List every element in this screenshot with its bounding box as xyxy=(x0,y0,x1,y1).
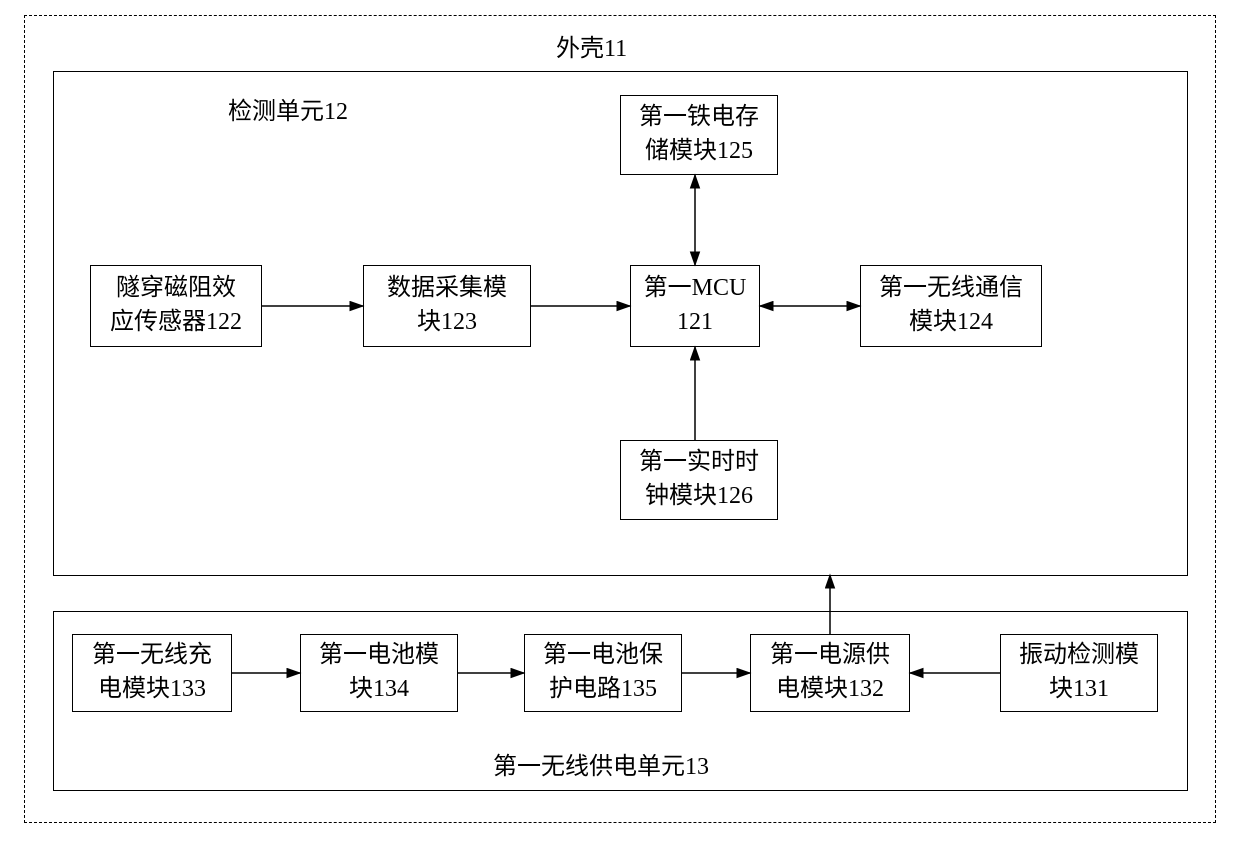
node-wireless-charge-133: 第一无线充电模块133 xyxy=(72,634,232,712)
node-rtc-126: 第一实时时钟模块126 xyxy=(620,440,778,520)
node-label: 第一电池模块134 xyxy=(319,639,439,706)
node-vibration-131: 振动检测模块131 xyxy=(1000,634,1158,712)
node-label: 第一电源供电模块132 xyxy=(770,639,890,706)
node-label: 第一铁电存储模块125 xyxy=(639,101,759,168)
node-label: 第一无线充电模块133 xyxy=(92,639,212,706)
node-sensor-122: 隧穿磁阻效应传感器122 xyxy=(90,265,262,347)
outer-shell-title: 外壳11 xyxy=(556,28,627,63)
node-mcu-121: 第一MCU121 xyxy=(630,265,760,347)
node-wireless-comm-124: 第一无线通信模块124 xyxy=(860,265,1042,347)
node-battery-134: 第一电池模块134 xyxy=(300,634,458,712)
node-ferroelectric-125: 第一铁电存储模块125 xyxy=(620,95,778,175)
node-label: 振动检测模块131 xyxy=(1019,639,1139,706)
node-label: 第一无线通信模块124 xyxy=(879,272,1023,339)
node-power-supply-132: 第一电源供电模块132 xyxy=(750,634,910,712)
node-label: 数据采集模块123 xyxy=(387,272,507,339)
node-data-acq-123: 数据采集模块123 xyxy=(363,265,531,347)
node-label: 第一实时时钟模块126 xyxy=(639,446,759,513)
node-battery-protect-135: 第一电池保护电路135 xyxy=(524,634,682,712)
node-label: 第一电池保护电路135 xyxy=(543,639,663,706)
detection-unit-title: 检测单元12 xyxy=(228,91,348,126)
power-unit-title: 第一无线供电单元13 xyxy=(493,746,709,781)
node-label: 第一MCU121 xyxy=(644,272,747,339)
node-label: 隧穿磁阻效应传感器122 xyxy=(110,272,242,339)
